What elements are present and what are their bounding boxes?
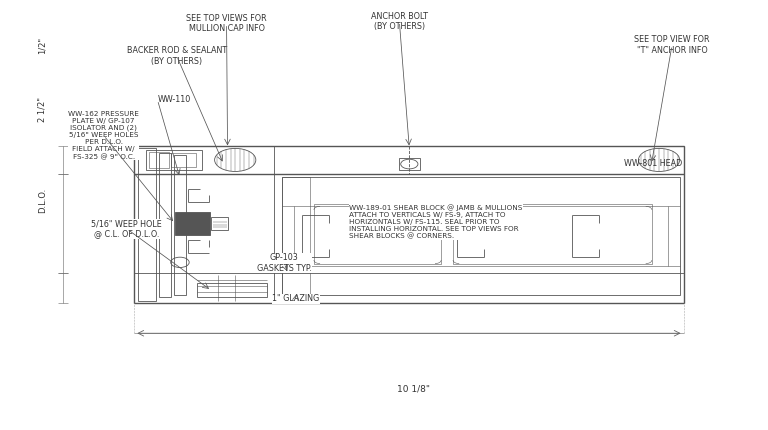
Bar [211,217,228,230]
Text: 1/2": 1/2" [38,37,47,54]
Bar [282,177,310,295]
Text: 1" GLAZING: 1" GLAZING [272,295,319,303]
Text: GP-103
GASKETS TYP.: GP-103 GASKETS TYP. [257,253,312,273]
Bar [146,150,202,170]
Text: SEE TOP VIEW FOR
"T" ANCHOR INFO: SEE TOP VIEW FOR "T" ANCHOR INFO [634,35,710,55]
Bar [174,155,187,295]
Text: WW-110: WW-110 [157,95,190,104]
Text: WW-162 PRESSURE
PLATE W/ GP-107
ISOLATOR AND (2)
5/16" WEEP HOLES
PER D.L.O.
FIE: WW-162 PRESSURE PLATE W/ GP-107 ISOLATOR… [68,111,139,160]
Text: WW-189-01 SHEAR BLOCK @ JAMB & MULLIONS
ATTACH TO VERTICALS W/ FS-9, ATTACH TO
H: WW-189-01 SHEAR BLOCK @ JAMB & MULLIONS … [349,204,523,240]
Bar [159,153,171,297]
Bar [175,212,210,236]
Bar [134,146,684,303]
Text: ANCHOR BOLT
(BY OTHERS): ANCHOR BOLT (BY OTHERS) [371,12,428,31]
Bar [399,158,420,170]
Text: 5/16" WEEP HOLE
@ C.L. OF D.L.O.: 5/16" WEEP HOLE @ C.L. OF D.L.O. [91,219,162,239]
Bar [170,153,196,167]
Text: WW-801 HEAD: WW-801 HEAD [624,159,682,168]
Bar [150,152,169,168]
Text: D.L.O.: D.L.O. [38,187,47,212]
Text: 10 1/8": 10 1/8" [397,385,429,393]
Bar [453,204,652,264]
Bar [138,148,157,301]
Bar [314,204,441,264]
Bar [282,177,680,295]
Text: BACKER ROD & SEALANT
(BY OTHERS): BACKER ROD & SEALANT (BY OTHERS) [127,46,227,66]
Bar [197,283,267,297]
Text: SEE TOP VIEWS FOR
MULLION CAP INFO: SEE TOP VIEWS FOR MULLION CAP INFO [187,14,266,34]
Text: 2 1/2": 2 1/2" [38,97,47,122]
